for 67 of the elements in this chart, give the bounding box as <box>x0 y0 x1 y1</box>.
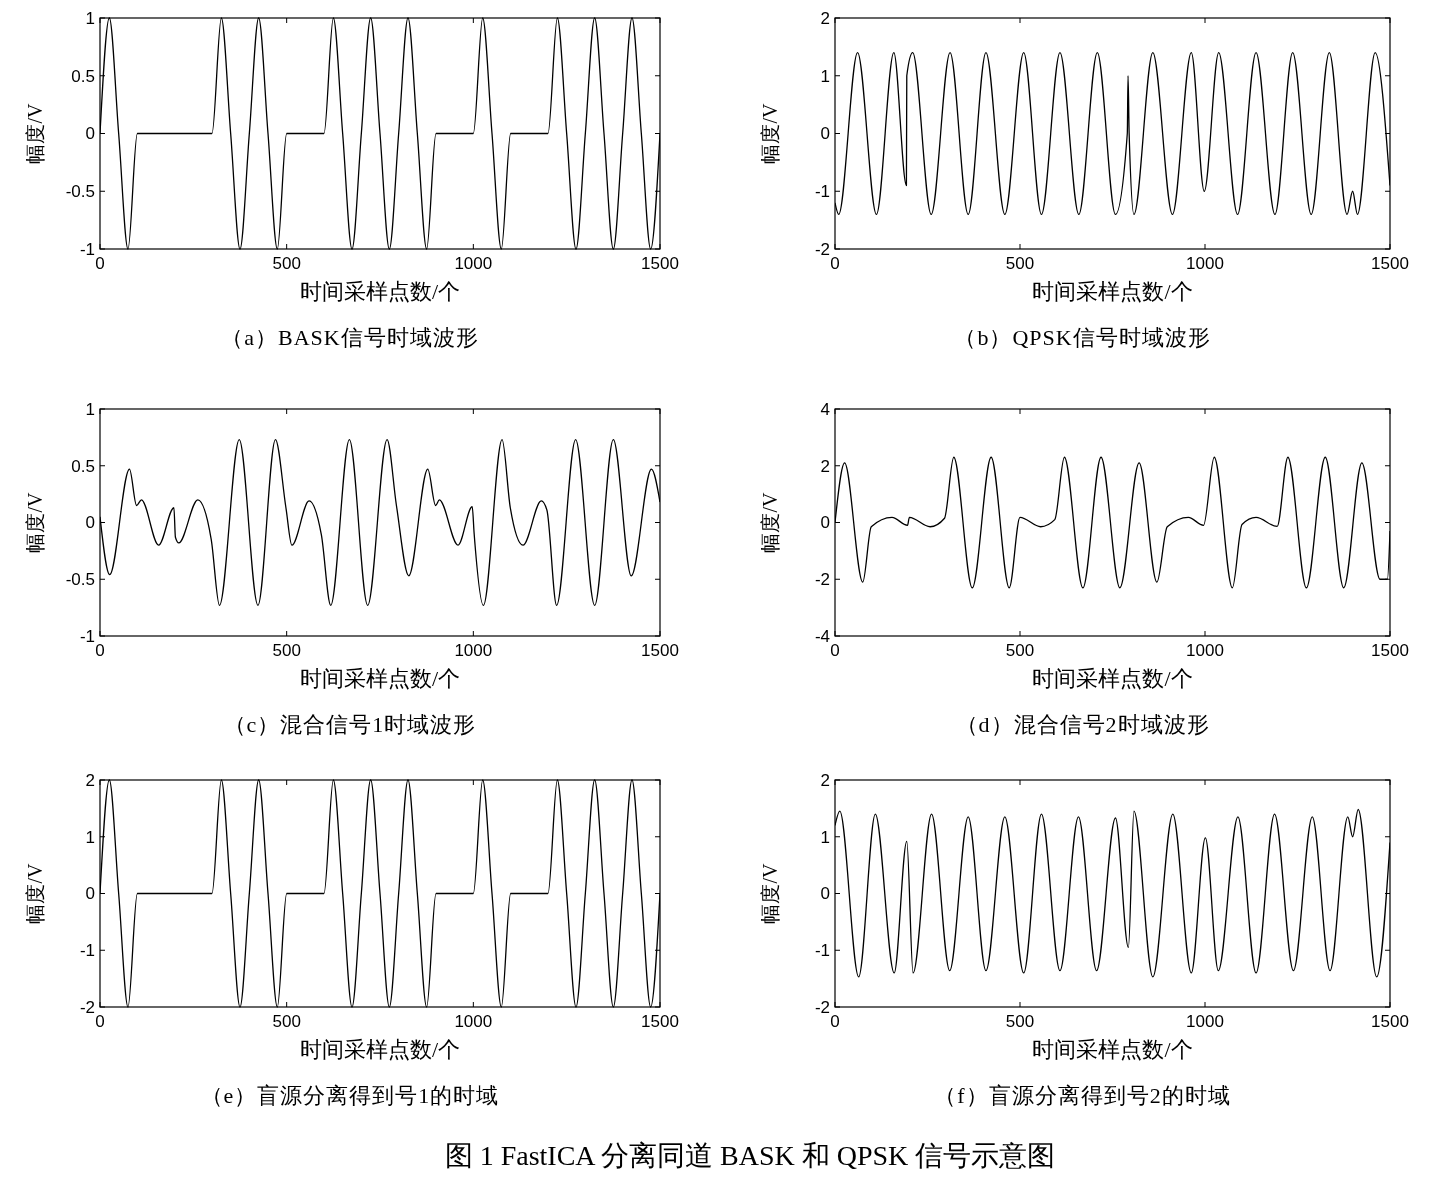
y-tick-label: 0 <box>820 513 830 533</box>
x-tick-label: 500 <box>272 254 301 273</box>
y-axis-title: 幅度/V <box>24 862 46 924</box>
x-tick-label: 500 <box>1005 1012 1035 1031</box>
x-axis-title: 时间采样点数/个 <box>1032 1037 1193 1062</box>
x-tick-label: 1500 <box>641 254 679 273</box>
y-axis-title: 幅度/V <box>759 491 781 553</box>
x-tick-label: 1000 <box>454 254 493 273</box>
y-tick-label: 2 <box>820 8 830 28</box>
x-tick-label: 1000 <box>1186 1012 1224 1031</box>
y-tick-label: 0 <box>820 124 830 144</box>
x-axis-title: 时间采样点数/个 <box>299 279 461 304</box>
y-tick-label: -2 <box>814 997 830 1017</box>
y-axis-title: 幅度/V <box>759 102 781 164</box>
y-axis-title: 幅度/V <box>24 102 46 164</box>
y-tick-label: -2 <box>79 997 95 1017</box>
text: （c）混合信号1时域波形 <box>223 712 477 737</box>
x-tick-label: 1500 <box>1371 1012 1409 1031</box>
y-tick-label: -0.5 <box>65 570 95 590</box>
y-tick-label: -4 <box>814 626 830 646</box>
x-tick-label: 1000 <box>454 1012 493 1031</box>
x-axis-title: 时间采样点数/个 <box>1032 666 1193 691</box>
y-tick-label: 0 <box>85 124 95 144</box>
text: （e）盲源分离得到号1的时域 <box>200 1083 500 1108</box>
text: （b）QPSK信号时域波形 <box>954 325 1211 350</box>
x-tick-label: 1000 <box>1186 254 1224 273</box>
x-tick-label: 1500 <box>641 641 679 660</box>
y-axis-title: 幅度/V <box>759 862 781 924</box>
y-tick-label: -1 <box>814 941 830 961</box>
x-tick-label: 1000 <box>1186 641 1224 660</box>
x-tick-label: 500 <box>272 641 301 660</box>
y-tick-label: 0 <box>85 513 95 533</box>
y-tick-label: -1 <box>79 941 95 961</box>
y-tick-label: -0.5 <box>65 182 95 202</box>
x-tick-label: 1500 <box>1371 641 1409 660</box>
y-tick-label: -1 <box>814 182 830 202</box>
x-axis-title: 时间采样点数/个 <box>299 1037 461 1062</box>
y-tick-label: 1 <box>85 399 95 419</box>
x-tick-label: 500 <box>272 1012 301 1031</box>
x-axis-title: 时间采样点数/个 <box>1032 279 1193 304</box>
y-tick-label: 0.5 <box>71 66 95 86</box>
y-tick-label: 1 <box>820 827 830 847</box>
y-tick-label: -2 <box>814 239 830 259</box>
x-axis-title: 时间采样点数/个 <box>299 666 461 691</box>
y-tick-label: -1 <box>79 626 95 646</box>
y-tick-label: 1 <box>85 827 95 847</box>
y-tick-label: 4 <box>820 399 830 419</box>
caption: 图 1 FastICA 分离同道 BASK 和 QPSK 信号示意图 <box>444 1140 1056 1171</box>
y-tick-label: 0 <box>85 884 95 904</box>
text: （d）混合信号2时域波形 <box>955 712 1210 737</box>
y-tick-label: -2 <box>814 570 830 590</box>
y-axis-title: 幅度/V <box>24 491 46 553</box>
x-tick-label: 1500 <box>1371 254 1409 273</box>
text: （f）盲源分离得到号2的时域 <box>934 1083 1231 1108</box>
x-tick-label: 500 <box>1005 641 1035 660</box>
y-tick-label: 2 <box>820 456 830 476</box>
x-tick-label: 1500 <box>641 1012 679 1031</box>
y-tick-label: 2 <box>820 770 830 790</box>
y-tick-label: 0 <box>820 884 830 904</box>
y-tick-label: 0.5 <box>71 456 95 476</box>
text: （a）BASK信号时域波形 <box>221 325 479 350</box>
y-tick-label: 1 <box>820 66 830 86</box>
x-tick-label: 1000 <box>454 641 493 660</box>
y-tick-label: -1 <box>79 239 95 259</box>
y-tick-label: 2 <box>85 770 95 790</box>
y-tick-label: 1 <box>85 8 95 28</box>
x-tick-label: 500 <box>1005 254 1035 273</box>
